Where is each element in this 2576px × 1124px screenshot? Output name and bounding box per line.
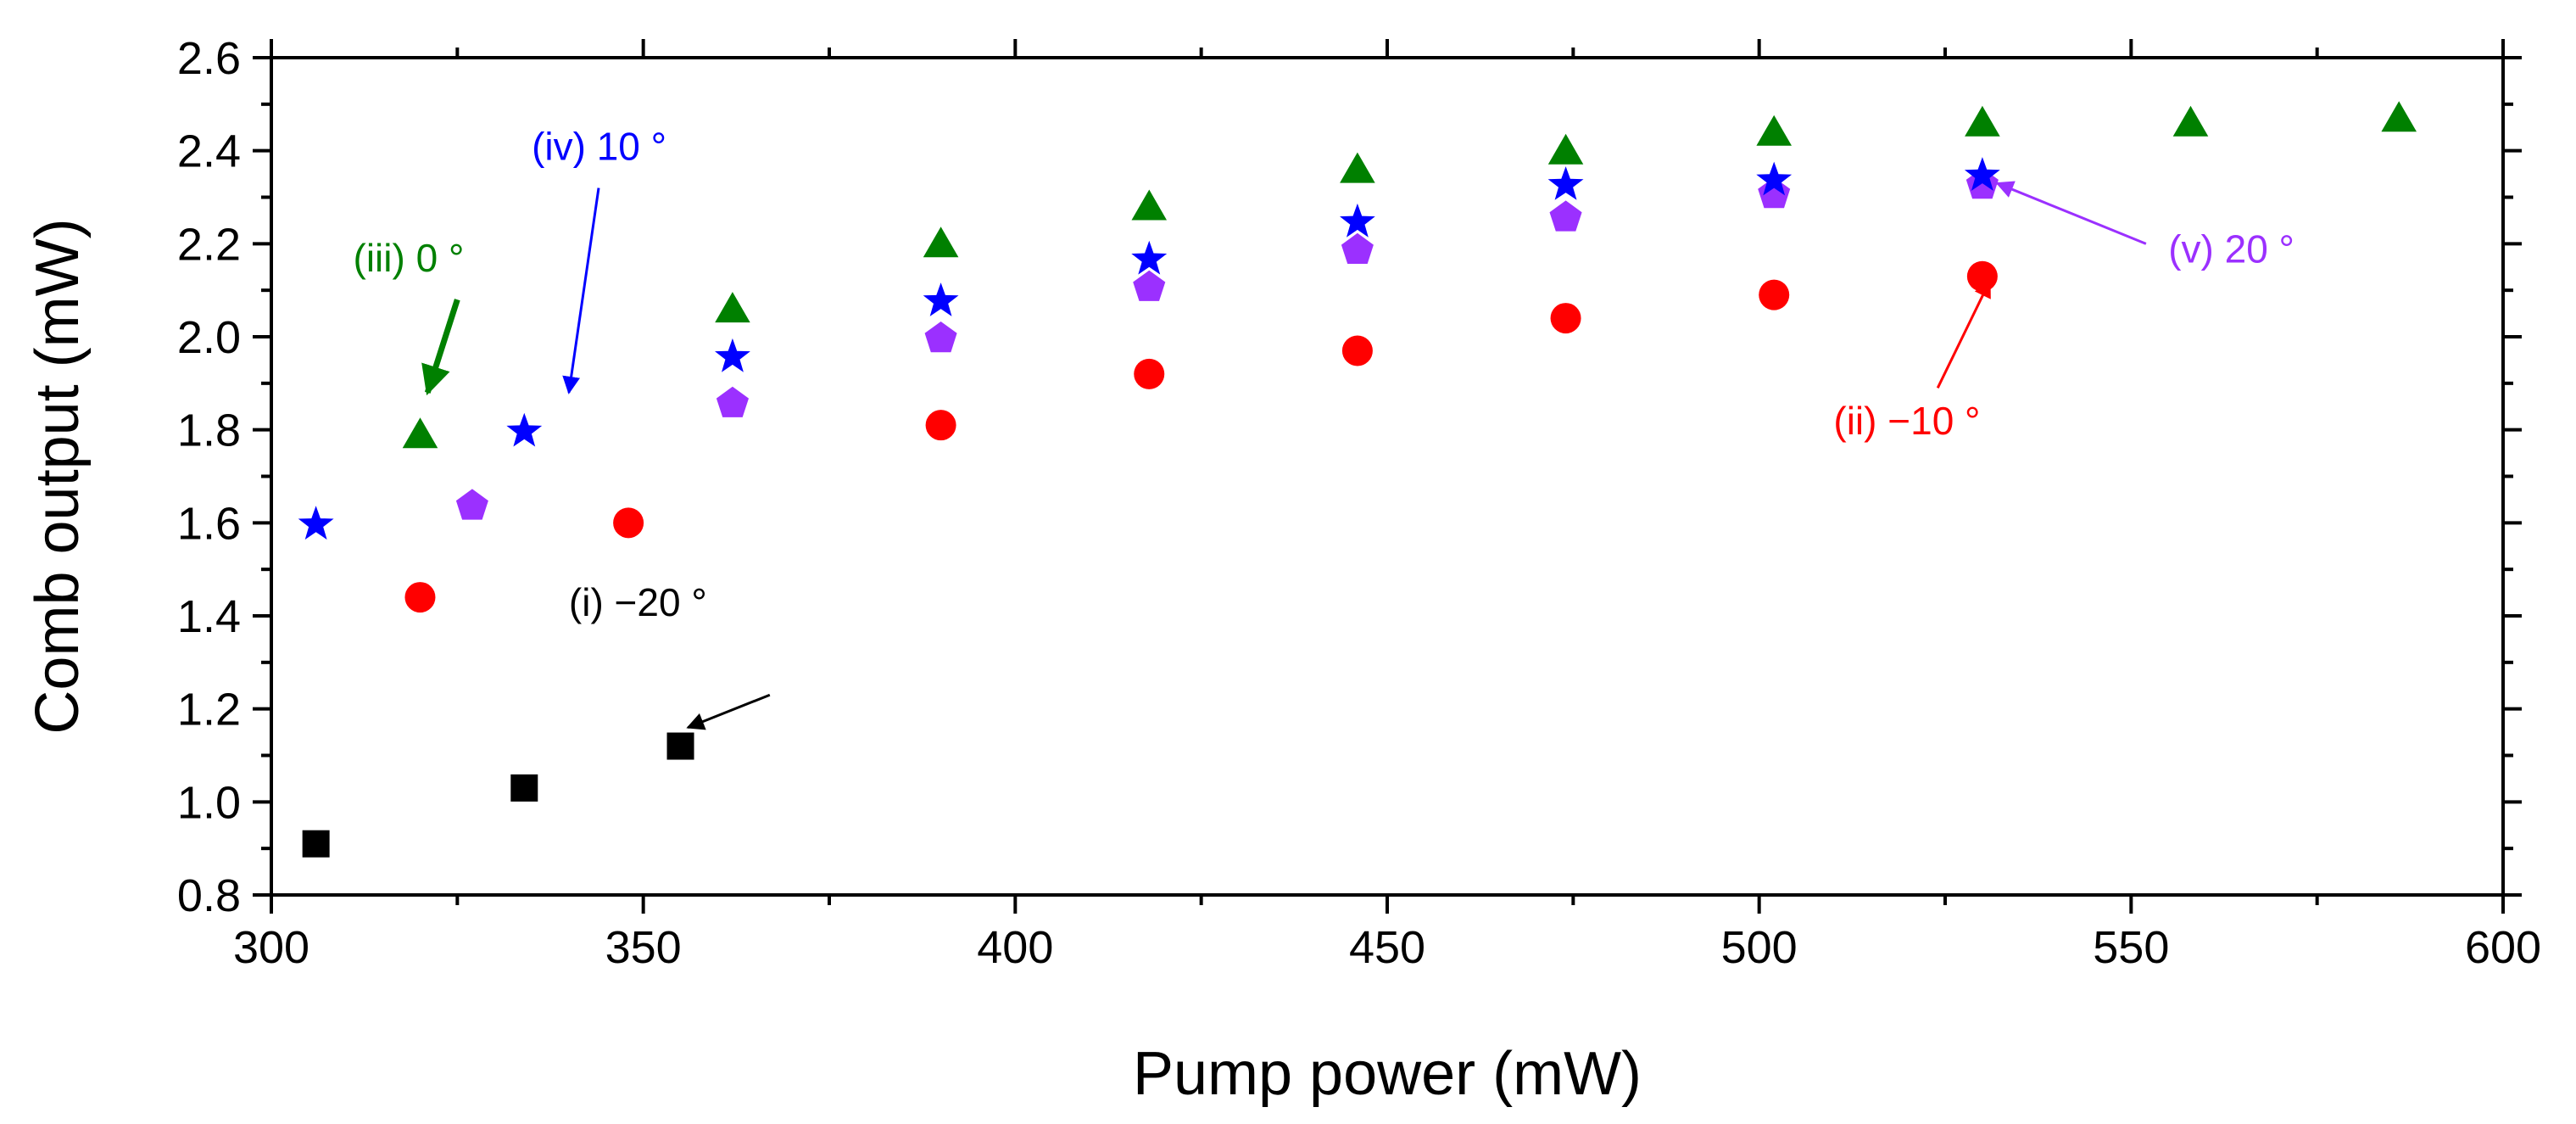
plot-area-frame xyxy=(270,56,2505,897)
x-tick-label: 600 xyxy=(2465,922,2541,973)
data-point-series-2 xyxy=(1341,335,1373,366)
data-point-series-4 xyxy=(715,338,750,372)
annotation-arrow-series-iii xyxy=(421,299,460,396)
y-tick-label: 1.2 xyxy=(177,685,241,735)
annotation-series-iv: (iv) 10 ° xyxy=(532,125,666,169)
y-tick-label: 0.8 xyxy=(177,870,241,921)
y-tick-label: 1.8 xyxy=(177,405,241,456)
y-tick-label: 2.6 xyxy=(177,33,241,84)
data-point-series-4 xyxy=(1756,161,1793,196)
axis-tick-labels: 300 350 400 450 500 550 600 0.8 1.0 1.2 1.4 1.6 1.8 2… xyxy=(177,33,2541,973)
data-point-series-3 xyxy=(2172,105,2209,137)
annotation-series-v: (v) 20 ° xyxy=(2168,226,2294,271)
annotation-series-i: (i) −20 ° xyxy=(569,580,707,624)
y-tick-label: 1.0 xyxy=(177,777,241,828)
data-point-series-4 xyxy=(506,412,543,447)
data-point-series-2 xyxy=(1550,303,1581,334)
annotation-arrow-series-ii xyxy=(1936,279,1991,389)
data-point-series-2 xyxy=(1966,260,1998,292)
data-point-series-3 xyxy=(402,417,438,449)
x-tick-label: 550 xyxy=(2093,922,2169,973)
data-point-series-3 xyxy=(1965,105,2000,137)
y-tick-label: 2.2 xyxy=(177,219,241,270)
x-tick-label: 350 xyxy=(605,922,682,973)
x-tick-label: 400 xyxy=(977,922,1053,973)
y-tick-label: 2.4 xyxy=(177,126,241,177)
x-axis-title: Pump power (mW) xyxy=(1133,1040,1642,1108)
data-point-series-5 xyxy=(716,386,749,417)
data-point-series-5 xyxy=(1133,270,1166,301)
data-point-series-3 xyxy=(923,226,959,258)
x-tick-label: 500 xyxy=(1721,922,1798,973)
data-point-series-3 xyxy=(1131,189,1167,221)
data-point-series-3 xyxy=(2381,101,2417,132)
y-axis-title: Comb output (mW) xyxy=(24,218,92,734)
data-point-series-1 xyxy=(510,774,538,802)
data-point-series-4 xyxy=(298,506,334,540)
data-point-series-1 xyxy=(302,830,330,858)
data-point-series-2 xyxy=(404,582,436,613)
y-tick-label: 1.4 xyxy=(177,591,241,642)
data-point-series-4 xyxy=(1131,240,1168,275)
data-point-series-5 xyxy=(1549,200,1582,232)
annotation-series-iii: (iii) 0 ° xyxy=(354,236,465,280)
data-point-series-3 xyxy=(1340,152,1375,183)
data-point-series-5 xyxy=(1758,177,1791,209)
y-tick-label: 1.6 xyxy=(177,498,241,549)
annotation-arrow-series-v xyxy=(1995,181,2147,245)
data-point-series-5 xyxy=(455,489,488,520)
data-point-series-2 xyxy=(925,410,956,441)
data-point-series-2 xyxy=(613,507,644,539)
x-tick-label: 450 xyxy=(1349,922,1425,973)
annotation-arrow-series-i xyxy=(686,693,771,730)
data-point-series-5 xyxy=(924,322,957,353)
annotation-series-ii: (ii) −10 ° xyxy=(1833,399,1980,443)
data-point-series-3 xyxy=(1756,115,1792,146)
data-point-series-2 xyxy=(1134,358,1165,389)
data-point-series-5 xyxy=(1341,232,1374,264)
annotations: (i) −20 ° (ii) −10 ° (iii) 0 ° (iv) 10 °… xyxy=(354,125,2294,730)
data-point-series-2 xyxy=(1759,279,1790,310)
data-point-series-3 xyxy=(715,292,750,323)
data-point-series-1 xyxy=(666,732,694,760)
data-point-series-3 xyxy=(1547,133,1584,165)
data-point-series-4 xyxy=(923,282,959,316)
data-point-series-4 xyxy=(1964,157,2000,191)
data-points xyxy=(298,101,2417,858)
data-point-series-4 xyxy=(1340,203,1375,238)
annotation-arrow-series-iv xyxy=(562,187,600,394)
y-tick-label: 2.0 xyxy=(177,312,241,363)
x-tick-label: 300 xyxy=(233,922,309,973)
data-point-series-4 xyxy=(1547,166,1584,200)
axis-ticks xyxy=(253,39,2522,914)
